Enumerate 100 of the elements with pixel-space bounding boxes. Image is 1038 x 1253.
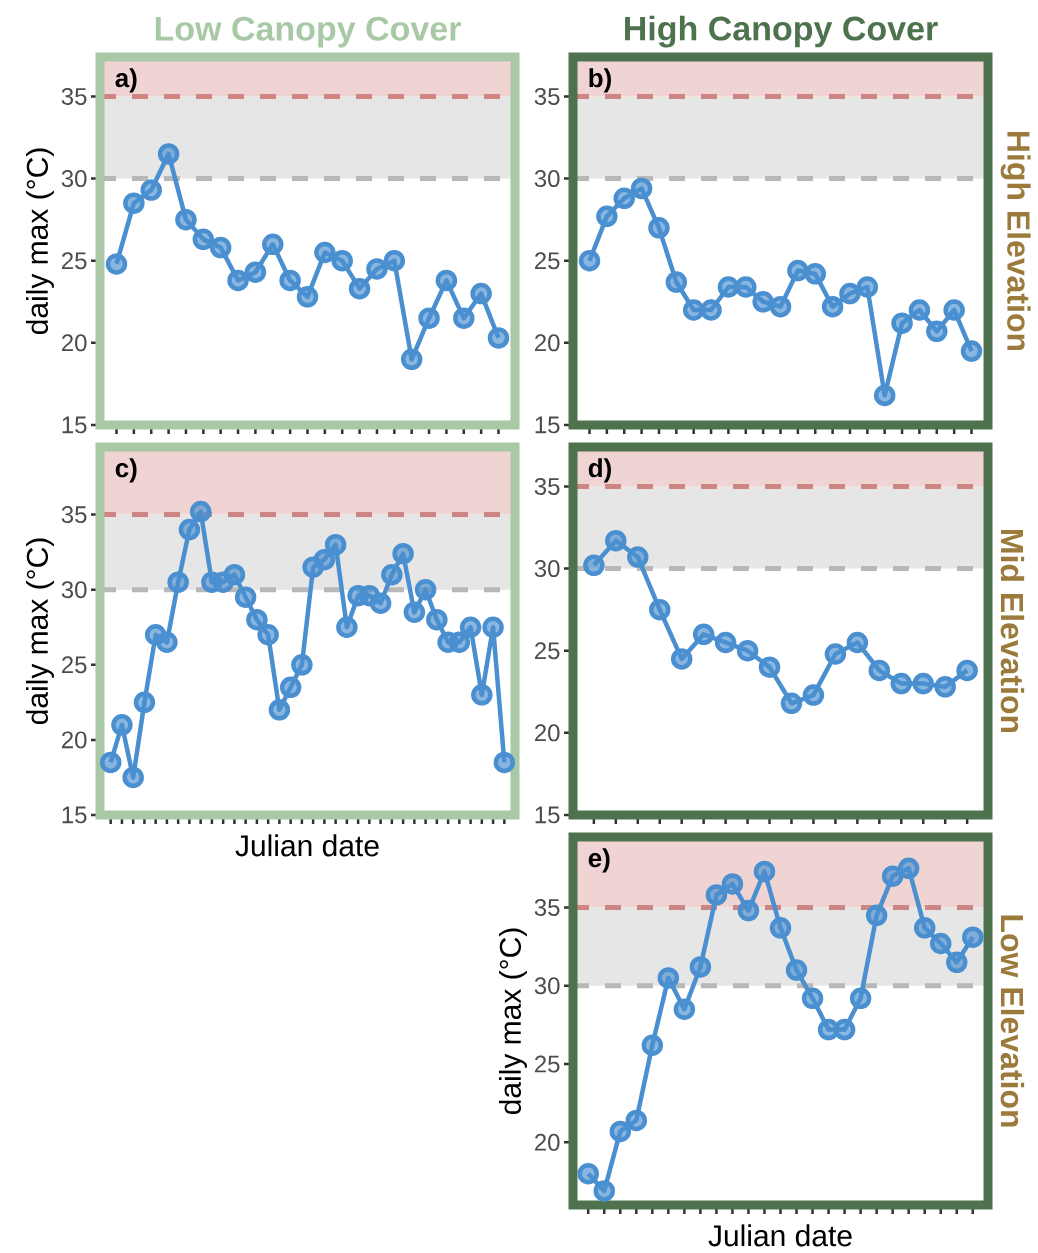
- point: [209, 236, 232, 259]
- point: [257, 624, 279, 646]
- annotation: e): [588, 848, 610, 873]
- point: [140, 179, 162, 201]
- point: [890, 672, 913, 695]
- point: [881, 865, 904, 887]
- y-tick-label: 15: [62, 806, 87, 824]
- point: [105, 253, 128, 275]
- point: [578, 249, 601, 272]
- point: [943, 299, 965, 321]
- point: [279, 676, 302, 699]
- point: [802, 684, 825, 706]
- y-tick-label: 30: [61, 581, 87, 599]
- point: [348, 277, 371, 300]
- point: [613, 187, 635, 210]
- y-tick-label: 30: [534, 977, 560, 995]
- point: [324, 533, 347, 556]
- point: [846, 631, 869, 654]
- point: [99, 751, 122, 774]
- point: [736, 639, 759, 662]
- point: [487, 327, 510, 349]
- point: [641, 1034, 664, 1057]
- point: [577, 1162, 599, 1185]
- point: [913, 917, 936, 939]
- y-tick-label: 30: [61, 170, 87, 188]
- point: [244, 261, 267, 283]
- y-tick-label: 15: [535, 806, 560, 824]
- y-tick-label: 25: [61, 252, 87, 270]
- point: [758, 656, 781, 678]
- point: [630, 177, 653, 200]
- y-axis-title: daily max (°C): [25, 148, 54, 335]
- point: [648, 598, 671, 621]
- point: [682, 299, 705, 321]
- y-tick-label: 25: [61, 656, 87, 674]
- point: [234, 586, 257, 608]
- point: [714, 631, 737, 654]
- point: [769, 295, 792, 318]
- y-tick-label: 35: [534, 87, 560, 105]
- point: [157, 143, 180, 165]
- x-axis-title: Julian date: [235, 834, 379, 857]
- y-tick-label: 20: [61, 731, 87, 749]
- y2-axis-title: High Elevation: [1000, 132, 1031, 351]
- chart-title: High Canopy Cover: [625, 15, 938, 48]
- point: [625, 1109, 648, 1132]
- x-axis-title: Julian date: [708, 1224, 852, 1247]
- y-tick-label: 35: [61, 506, 87, 524]
- point: [414, 578, 437, 601]
- point: [605, 529, 627, 552]
- point: [926, 320, 948, 343]
- point: [418, 307, 440, 329]
- point: [721, 873, 744, 895]
- point: [833, 1018, 856, 1041]
- point: [692, 623, 715, 646]
- point: [593, 1180, 615, 1202]
- y-tick-label: 20: [534, 1133, 560, 1151]
- point: [689, 956, 712, 978]
- y2-axis-title: Low Elevation: [1000, 915, 1025, 1127]
- y-tick-label: 35: [534, 898, 560, 916]
- y-tick-label: 20: [534, 724, 560, 742]
- point: [946, 951, 968, 974]
- point: [897, 857, 920, 880]
- point: [962, 926, 984, 948]
- point: [123, 192, 145, 214]
- point: [453, 307, 475, 329]
- point: [192, 228, 215, 251]
- y-axis-title: daily max (°C): [498, 928, 527, 1115]
- point: [223, 563, 246, 586]
- point: [891, 312, 913, 334]
- y-tick-label: 20: [61, 334, 87, 352]
- point: [313, 548, 336, 571]
- point: [189, 500, 212, 523]
- point: [314, 241, 336, 264]
- point: [648, 217, 670, 239]
- point: [392, 542, 414, 565]
- point: [849, 987, 872, 1010]
- point: [673, 998, 696, 1020]
- point: [400, 348, 423, 371]
- point: [262, 233, 284, 256]
- point: [839, 282, 861, 305]
- y-tick-label: 30: [534, 560, 560, 578]
- point: [471, 684, 493, 706]
- point: [403, 601, 426, 623]
- point: [448, 631, 471, 654]
- point: [665, 271, 688, 293]
- point: [824, 643, 847, 665]
- point: [111, 714, 133, 736]
- point: [596, 205, 618, 228]
- annotation: a): [115, 68, 137, 93]
- point: [956, 659, 978, 682]
- point: [246, 608, 268, 631]
- point: [336, 616, 358, 638]
- point: [735, 276, 757, 298]
- point: [787, 259, 809, 282]
- point: [912, 672, 934, 695]
- point: [717, 276, 740, 298]
- point: [934, 676, 956, 698]
- point: [268, 699, 291, 721]
- point: [381, 563, 403, 586]
- annotation: b): [589, 68, 611, 93]
- point: [929, 932, 952, 955]
